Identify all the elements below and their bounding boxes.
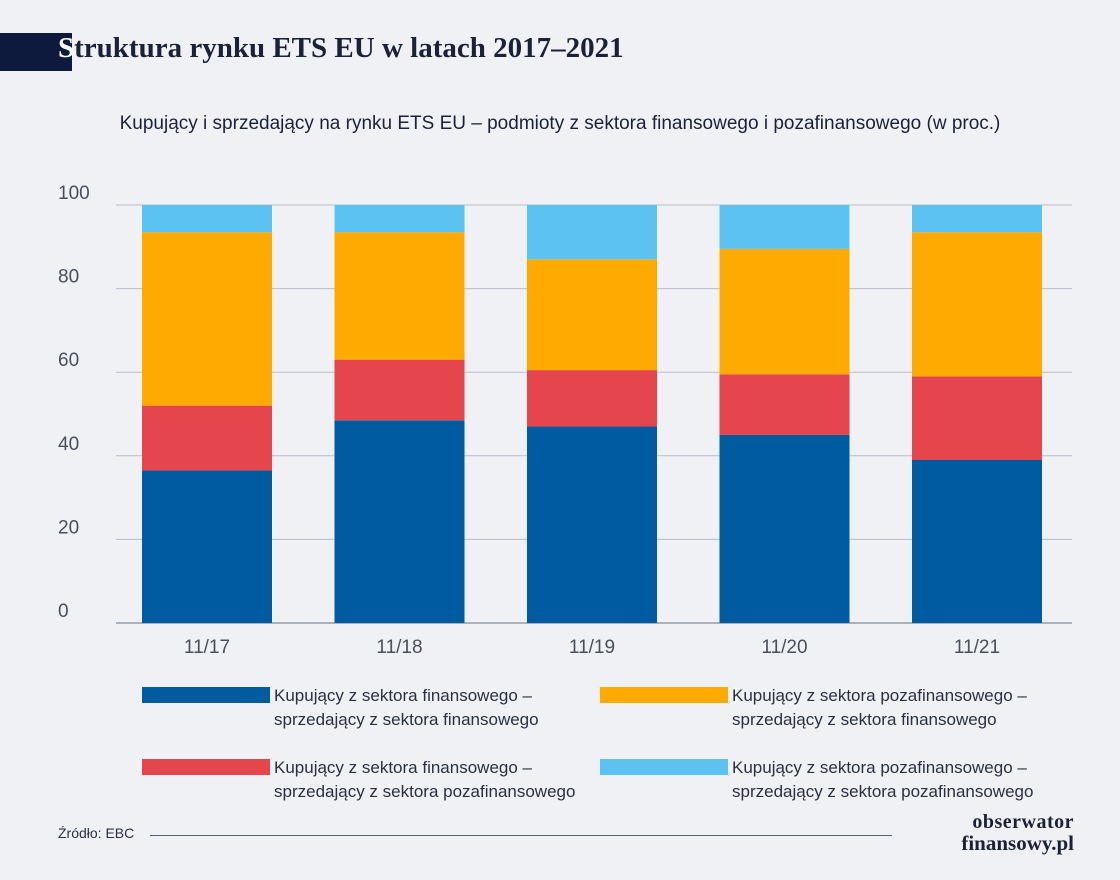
logo-line1: obserwator xyxy=(972,811,1074,833)
source-note: Źródło: EBC xyxy=(58,825,135,841)
y-tick-label: 0 xyxy=(58,601,69,622)
y-tick-label: 60 xyxy=(58,350,79,371)
bar-segment xyxy=(142,232,272,406)
y-tick-label: 40 xyxy=(58,434,79,455)
legend-item-nonfin-fin: Kupujący z sektora pozafinansowego – spr… xyxy=(600,684,1027,732)
bar-segment xyxy=(719,248,850,375)
stacked-bar-chart: 0 20 40 60 80 100 11/17 11/18 11/19 11/20 11/21 xyxy=(58,183,1072,658)
legend-item-fin-fin: Kupujący z sektora finansowego – sprzeda… xyxy=(142,684,539,732)
legend-label: Kupujący z sektora finansowego – sprzeda… xyxy=(274,758,576,801)
bar-segment xyxy=(719,434,850,623)
bar-segment xyxy=(527,259,657,371)
bar-segment xyxy=(912,459,1042,623)
legend-item-nonfin-nonfin: Kupujący z sektora pozafinansowego – spr… xyxy=(600,756,1033,804)
bar-segment xyxy=(334,420,465,623)
chart-subtitle: Kupujący i sprzedający na rynku ETS EU –… xyxy=(119,113,1001,134)
footer-divider xyxy=(150,835,892,836)
legend-swatch xyxy=(142,687,270,703)
x-tick-label: 11/17 xyxy=(184,637,230,658)
bar-segment xyxy=(719,374,850,435)
y-tick-label: 20 xyxy=(58,517,79,538)
legend-label: Kupujący z sektora pozafinansowego – spr… xyxy=(732,758,1034,801)
bar-segment xyxy=(334,232,465,360)
bar-segment xyxy=(527,205,657,260)
x-tick-label: 11/19 xyxy=(569,637,615,658)
legend-label: Kupujący z sektora finansowego – sprzeda… xyxy=(274,686,539,729)
bar-segment xyxy=(334,359,465,421)
title-accent-bar xyxy=(0,33,72,71)
bar-segment xyxy=(142,470,272,623)
title-rest: truktura rynku ETS EU w latach 2017–2021 xyxy=(74,32,624,64)
x-tick-label: 11/21 xyxy=(954,637,1000,658)
x-tick-label: 11/18 xyxy=(376,637,422,658)
bar-segment xyxy=(719,205,850,249)
x-tick-label: 11/20 xyxy=(761,637,807,658)
y-tick-label: 80 xyxy=(58,267,79,288)
bar-segment xyxy=(912,232,1042,377)
bar-segment xyxy=(142,405,272,471)
y-tick-label: 100 xyxy=(58,183,90,204)
bar-segment xyxy=(912,376,1042,460)
legend-swatch xyxy=(600,759,728,775)
bar-segment xyxy=(334,205,465,233)
legend-swatch xyxy=(600,687,728,703)
bar-segment xyxy=(527,370,657,427)
bar-segment xyxy=(527,426,657,623)
brand-logo: obserwator finansowy.pl xyxy=(898,812,1074,854)
title-first-letter: S xyxy=(58,32,75,64)
legend-item-fin-nonfin: Kupujący z sektora finansowego – sprzeda… xyxy=(142,756,575,804)
bar-segment xyxy=(912,205,1042,233)
page-title: Struktura rynku ETS EU w latach 2017–202… xyxy=(58,32,624,65)
legend-label: Kupujący z sektora pozafinansowego – spr… xyxy=(732,686,1027,729)
logo-line2: finansowy.pl xyxy=(961,831,1074,855)
bar-segment xyxy=(142,205,272,233)
legend-swatch xyxy=(142,759,270,775)
